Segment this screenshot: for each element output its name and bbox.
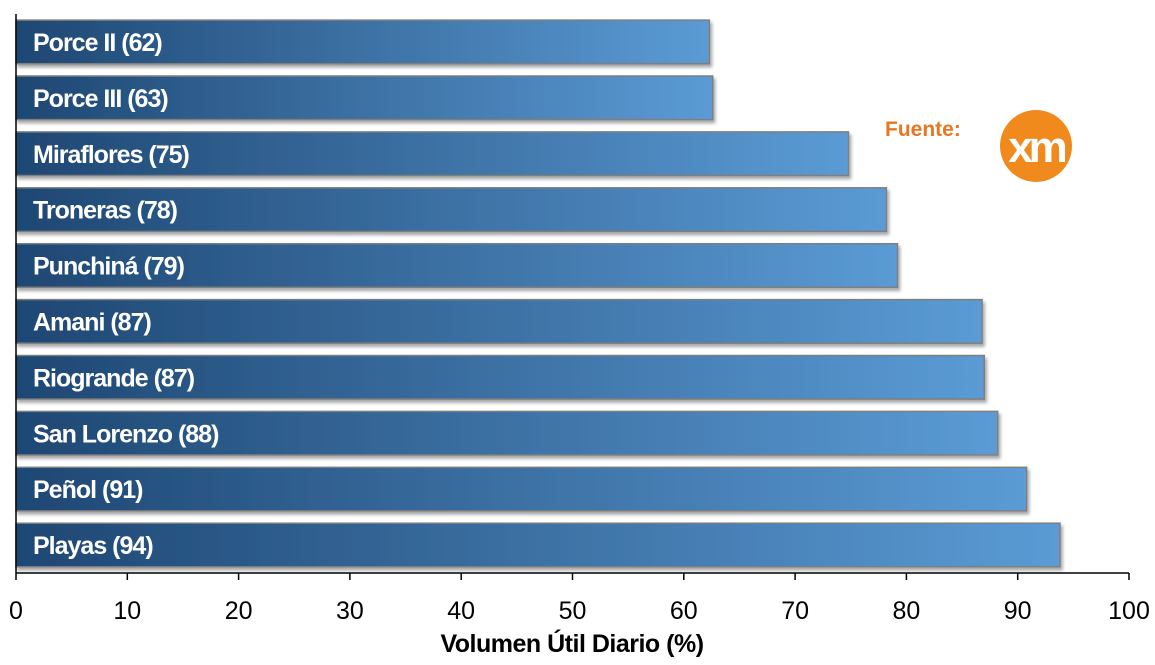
bar bbox=[15, 298, 983, 344]
bars-group bbox=[15, 19, 1061, 568]
x-tick-label: 50 bbox=[559, 597, 587, 625]
bar bbox=[15, 522, 1061, 568]
x-tick-label: 70 bbox=[781, 597, 809, 625]
bar-label: San Lorenzo (88) bbox=[33, 420, 219, 448]
x-tick-label: 60 bbox=[670, 597, 698, 625]
bar-label: Riogrande (87) bbox=[33, 364, 195, 392]
bar bbox=[15, 466, 1028, 512]
bar-label: Porce III (63) bbox=[33, 85, 168, 113]
x-axis-title: Volumen Útil Diario (%) bbox=[440, 628, 703, 658]
bar bbox=[15, 410, 999, 456]
x-tick-label: 20 bbox=[225, 597, 253, 625]
bar-label: Miraflores (75) bbox=[33, 141, 190, 169]
x-ticks-group: 0 10 20 30 40 50 60 70 80 90 100 bbox=[9, 573, 1150, 625]
x-tick-label: 80 bbox=[892, 597, 920, 625]
bar-label: Amani (87) bbox=[33, 308, 151, 336]
x-tick-label: 0 bbox=[9, 597, 23, 625]
x-tick-label: 40 bbox=[447, 597, 475, 625]
x-tick-label: 90 bbox=[1004, 597, 1032, 625]
bar bbox=[15, 75, 714, 121]
bar-labels-group: Porce II (62) Porce III (63) Miraflores (7… bbox=[33, 29, 220, 560]
bar-label: Porce II (62) bbox=[33, 29, 162, 57]
x-tick-label: 100 bbox=[1108, 597, 1150, 625]
source-attribution: Fuente: xm bbox=[885, 110, 1072, 182]
bar-label: Playas (94) bbox=[33, 532, 153, 560]
bar-label: Peñol (91) bbox=[33, 476, 143, 504]
x-tick-label: 30 bbox=[336, 597, 364, 625]
source-label: Fuente: bbox=[885, 118, 961, 141]
x-tick-label: 10 bbox=[113, 597, 141, 625]
bar bbox=[15, 19, 711, 65]
bar bbox=[15, 242, 899, 289]
bar bbox=[15, 187, 888, 233]
bar-label: Punchiná (79) bbox=[33, 253, 185, 281]
xm-logo-icon: xm bbox=[1000, 110, 1072, 182]
bar-label: Troneras (78) bbox=[33, 197, 178, 225]
bar bbox=[15, 131, 850, 177]
xm-logo-text: xm bbox=[1008, 123, 1065, 172]
